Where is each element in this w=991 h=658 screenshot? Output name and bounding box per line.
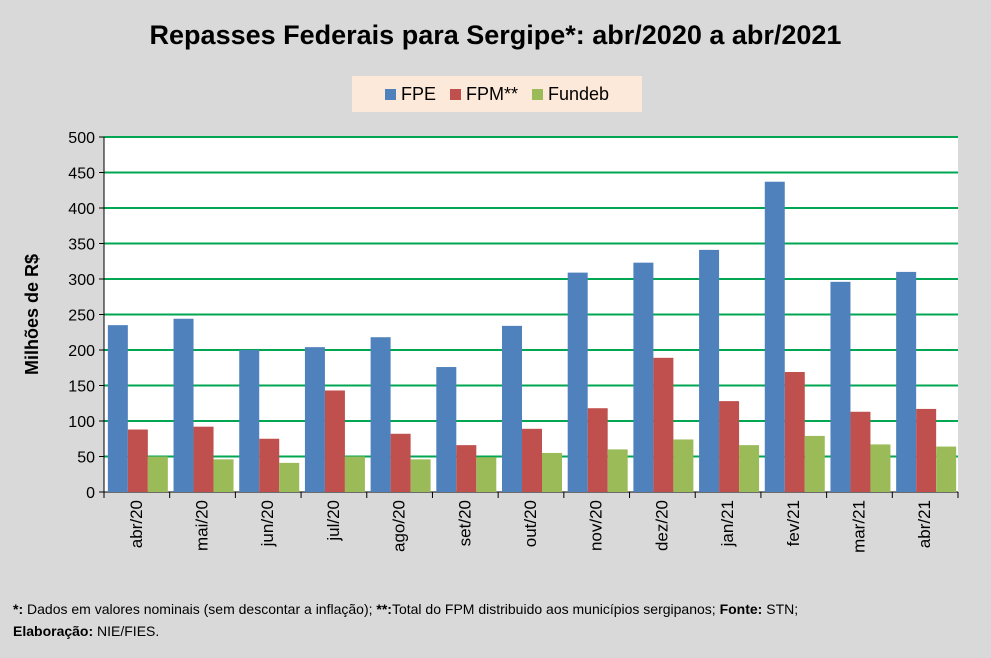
- bar-fpm: [850, 411, 871, 492]
- bar-fpm: [522, 428, 542, 492]
- x-tick-label: jan/21: [718, 500, 737, 547]
- legend-label-fundeb: Fundeb: [547, 83, 610, 104]
- legend-entry-fpe: FPE: [384, 83, 436, 105]
- bar-fpe: [764, 181, 785, 493]
- bar-fundeb: [607, 449, 628, 492]
- footnote-line-1: *: Dados em valores nominais (sem descon…: [13, 601, 799, 617]
- bar-fpe: [699, 249, 720, 492]
- bar-fundeb: [344, 456, 365, 492]
- x-tick-label: jun/20: [258, 500, 277, 547]
- legend-swatch-fundeb: [531, 88, 543, 100]
- legend: FPE FPM** Fundeb: [352, 76, 642, 112]
- chart-title: Repasses Federais para Sergipe*: abr/202…: [149, 20, 842, 50]
- x-tick-label: dez/20: [652, 500, 671, 551]
- x-tick-label: abr/21: [915, 500, 934, 548]
- bar-fundeb: [542, 452, 562, 492]
- x-tick-label: mar/21: [849, 500, 868, 553]
- bar-fpe: [239, 350, 260, 492]
- bar-fundeb: [673, 439, 694, 492]
- x-tick-label: nov/20: [587, 500, 606, 551]
- bar-fundeb: [279, 462, 300, 492]
- bar-fpe: [502, 325, 522, 492]
- bar-fpm: [784, 372, 805, 492]
- bar-fpm: [390, 433, 411, 492]
- bar-fpe: [896, 271, 917, 492]
- y-tick-label: 150: [68, 379, 95, 396]
- bar-fpe: [370, 337, 391, 492]
- bar-fundeb: [936, 446, 957, 492]
- bar-fundeb: [147, 456, 168, 492]
- bar-fundeb: [476, 457, 497, 492]
- bar-fpm: [587, 408, 608, 492]
- legend-swatch-fpm: [449, 88, 461, 100]
- x-tick-label: fev/21: [784, 500, 803, 546]
- y-tick-label: 100: [68, 414, 95, 431]
- chart-svg: 0 50 100 150 200 250 300 350 400 450 500 abr/20 mai/…: [22, 130, 959, 553]
- x-tick-label: jul/20: [324, 500, 343, 542]
- y-axis-title: Milhões de R$: [22, 254, 42, 375]
- y-tick-label: 300: [68, 272, 95, 289]
- x-tick-label: mai/20: [193, 500, 212, 551]
- y-tick-label: 250: [68, 308, 95, 325]
- bar-fpe: [633, 262, 654, 492]
- legend-entry-fundeb: Fundeb: [531, 83, 610, 105]
- footnote-line-2: Elaboração: NIE/FIES.: [13, 623, 160, 639]
- bar-fundeb: [410, 459, 431, 492]
- bar-fpe: [830, 281, 851, 492]
- bar-fpe: [567, 272, 588, 492]
- bar-fundeb: [739, 445, 760, 492]
- y-tick-label: 500: [68, 130, 95, 147]
- y-tick-label: 350: [68, 237, 95, 254]
- bar-fundeb: [213, 459, 234, 492]
- bar-fpm: [127, 429, 148, 492]
- y-tick-label: 50: [77, 450, 95, 467]
- x-tick-label: ago/20: [390, 500, 409, 552]
- legend-label-fpm: FPM**: [465, 83, 518, 104]
- bar-fpm: [916, 408, 937, 492]
- bar-fpm: [324, 390, 345, 492]
- y-tick-label: 450: [68, 166, 95, 183]
- legend-entry-fpm: FPM**: [449, 83, 518, 105]
- x-tick-label: abr/20: [127, 500, 146, 548]
- x-tick-label: set/20: [455, 500, 474, 546]
- legend-label-fpe: FPE: [400, 83, 436, 104]
- y-tick-label: 400: [68, 201, 95, 218]
- y-tick-label: 200: [68, 343, 95, 360]
- bar-fpe: [304, 347, 325, 492]
- bar-fundeb: [804, 435, 825, 492]
- legend-swatch-fpe: [384, 88, 396, 100]
- bar-fpm: [456, 445, 477, 492]
- bar-fpe: [436, 367, 457, 492]
- bar-fpe: [107, 325, 128, 492]
- x-tick-label: out/20: [521, 500, 540, 547]
- bar-fundeb: [870, 444, 891, 492]
- footnote: *: Dados em valores nominais (sem descon…: [13, 598, 983, 642]
- bar-fpm: [193, 426, 214, 492]
- y-tick-label: 0: [86, 485, 95, 502]
- bar-fpm: [259, 438, 280, 492]
- bar-fpe: [173, 318, 194, 492]
- bar-fpm: [719, 401, 740, 492]
- bar-fpm: [653, 357, 674, 492]
